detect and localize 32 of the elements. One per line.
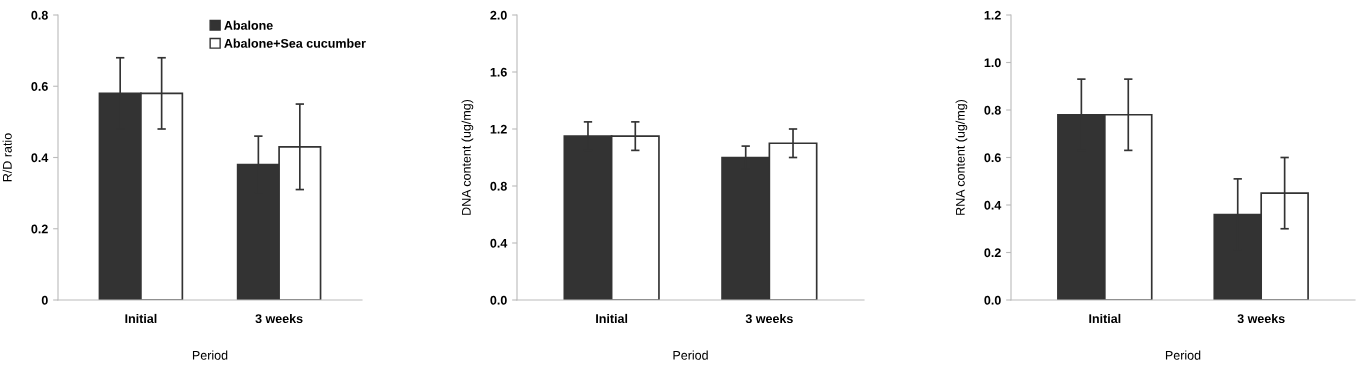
y-tick-label: 0.8 [490, 181, 507, 191]
x-tick-label: 3 weeks [745, 313, 793, 324]
y-tick-label: 0.4 [984, 200, 1002, 210]
y-tick-label: 2.0 [490, 10, 507, 20]
x-axis-title: Period [192, 350, 228, 360]
y-tick-label: 0.2 [984, 248, 1001, 258]
legend-label: Abalone+Sea cucumber [224, 38, 366, 48]
x-axis-title: Period [1165, 350, 1201, 360]
y-tick-label: 0.0 [984, 295, 1001, 305]
y-tick-label: 0.4 [490, 238, 508, 248]
y-tick-label: 0 [41, 295, 48, 305]
x-tick-label: Initial [1089, 313, 1121, 324]
y-tick-label: 0.6 [31, 82, 48, 91]
y-tick-label: 0.4 [31, 153, 49, 163]
y-axis-title: RNA content (ug/mg) [955, 99, 968, 215]
y-tick-label: 1.6 [490, 67, 507, 77]
y-tick-label: 0.8 [984, 105, 1001, 115]
x-tick-label: Initial [125, 313, 157, 324]
y-tick-label: 0.8 [31, 10, 48, 20]
x-axis-title: Period [673, 350, 708, 360]
y-tick-label: 0.2 [31, 224, 48, 234]
y-tick-label: 1.0 [984, 58, 1001, 68]
y-tick-label: 0.0 [490, 295, 507, 305]
y-tick-label: 0.6 [984, 153, 1001, 163]
x-tick-label: 3 weeks [1237, 313, 1285, 324]
y-axis-title: R/D ratio [2, 133, 12, 182]
y-tick-label: 1.2 [984, 10, 1001, 20]
x-tick-label: Initial [596, 313, 628, 324]
x-tick-label: 3 weeks [255, 313, 303, 324]
legend-label: Abalone [224, 20, 273, 30]
y-tick-label: 1.2 [490, 124, 507, 134]
y-axis-title: DNA content (ug/mg) [461, 99, 474, 215]
